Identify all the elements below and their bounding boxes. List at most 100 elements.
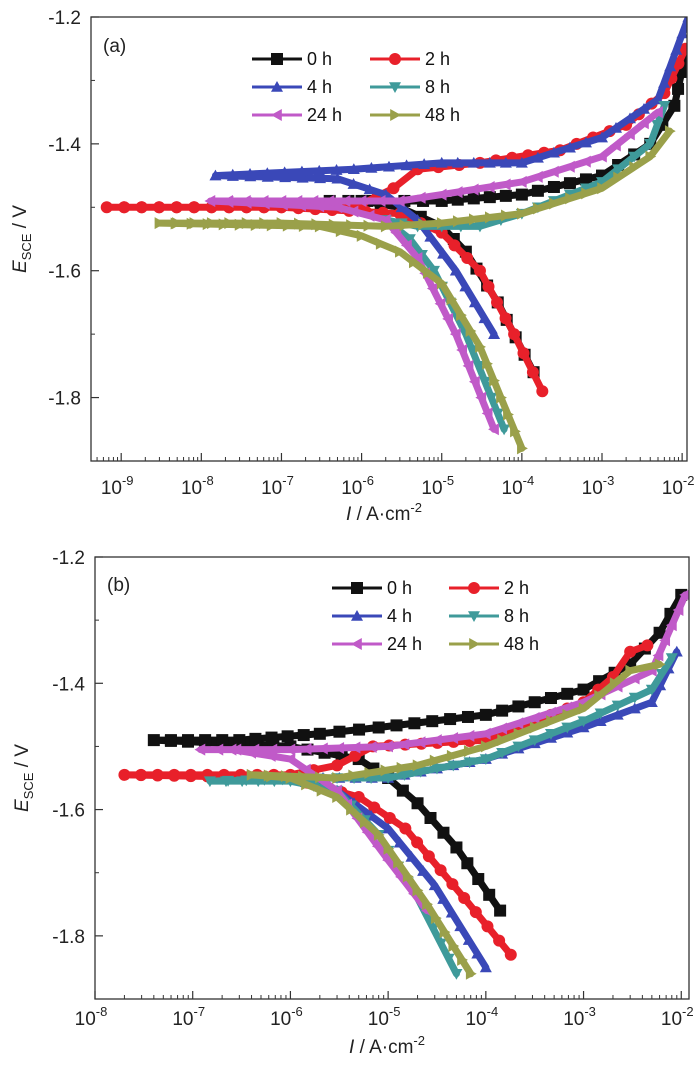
data-point <box>387 182 400 195</box>
data-point <box>482 280 495 293</box>
data-point <box>547 165 559 178</box>
data-point <box>314 172 327 184</box>
data-point <box>481 740 492 753</box>
data-point <box>475 340 486 353</box>
data-point <box>644 139 657 150</box>
data-point <box>624 645 637 658</box>
data-point <box>450 841 463 854</box>
x-tick-label: 10-7 <box>172 1004 205 1030</box>
y-tick-label: -1.8 <box>48 389 81 410</box>
legend-label: 4 h <box>387 606 412 626</box>
data-point <box>330 164 343 175</box>
data-point <box>472 873 485 886</box>
data-point <box>628 672 640 685</box>
data-point <box>638 117 649 130</box>
data-point <box>463 729 475 742</box>
data-point <box>577 716 590 728</box>
data-point <box>402 870 414 883</box>
data-point <box>676 27 687 39</box>
plot-area <box>118 588 689 980</box>
y-axis-label: ESCE / V <box>12 744 36 812</box>
data-point <box>434 297 446 310</box>
data-point <box>517 207 528 220</box>
data-point <box>528 696 541 709</box>
data-point <box>390 226 402 239</box>
data-point <box>328 218 340 231</box>
data-point <box>577 683 590 696</box>
legend-item: 48 h <box>370 105 460 125</box>
data-point <box>672 604 684 617</box>
data-point <box>624 128 635 141</box>
data-point <box>182 734 195 747</box>
data-point <box>682 17 687 22</box>
data-point <box>483 191 496 204</box>
data-point <box>501 209 512 222</box>
data-point <box>203 776 216 788</box>
data-point <box>424 230 437 242</box>
y-axis-label: ESCE / V <box>10 205 34 273</box>
data-point <box>347 205 359 218</box>
x-tick-label: 10-7 <box>261 473 294 499</box>
x-tick-label: 10-8 <box>75 1004 108 1030</box>
data-point <box>610 139 621 152</box>
data-point <box>481 407 493 420</box>
x-tick-label: 10-4 <box>502 473 535 499</box>
data-point <box>531 170 543 183</box>
data-point <box>414 766 427 778</box>
y-tick-label: -1.2 <box>48 8 81 29</box>
legend-marker <box>351 610 363 621</box>
data-point <box>512 741 525 753</box>
data-point <box>147 734 160 747</box>
data-point <box>393 836 406 848</box>
data-point <box>437 826 450 839</box>
data-point <box>427 265 440 277</box>
data-point <box>332 772 344 784</box>
data-point <box>629 161 641 174</box>
data-point <box>479 727 491 740</box>
data-point <box>596 177 609 188</box>
data-point <box>434 938 447 950</box>
data-point <box>467 183 479 196</box>
data-point <box>655 669 668 680</box>
data-point <box>596 150 607 163</box>
data-point <box>444 713 457 726</box>
data-point <box>665 653 678 665</box>
data-point <box>194 743 206 756</box>
data-point <box>418 218 430 231</box>
legend-label: 0 h <box>387 578 412 598</box>
data-point <box>307 194 319 207</box>
data-point <box>209 169 222 181</box>
data-point <box>479 961 492 973</box>
data-point <box>265 731 278 744</box>
data-point <box>628 151 641 163</box>
data-point <box>579 136 592 148</box>
data-point <box>672 82 685 95</box>
data-point <box>653 626 666 639</box>
data-point <box>135 768 148 781</box>
data-point <box>222 194 234 207</box>
data-point <box>244 167 257 179</box>
data-point <box>316 784 328 797</box>
y-tick-label: -1.6 <box>48 262 81 283</box>
data-point <box>393 856 405 869</box>
data-point <box>658 101 671 112</box>
data-point <box>399 219 411 232</box>
data-point <box>675 65 687 78</box>
data-point <box>459 280 472 292</box>
x-tick-label: 10-6 <box>341 473 374 499</box>
data-point <box>536 385 549 398</box>
data-point <box>437 893 450 904</box>
data-point <box>295 165 308 177</box>
data-point <box>266 219 278 232</box>
legend-label: 24 h <box>387 634 422 654</box>
data-point <box>241 217 253 230</box>
data-point <box>456 309 467 322</box>
data-point <box>549 197 560 210</box>
data-point <box>546 715 557 728</box>
data-point <box>331 201 343 214</box>
data-point <box>664 60 677 72</box>
y-tick-label: -1.4 <box>48 135 81 156</box>
data-point <box>485 392 498 404</box>
data-point <box>491 408 504 420</box>
data-point <box>339 194 351 207</box>
